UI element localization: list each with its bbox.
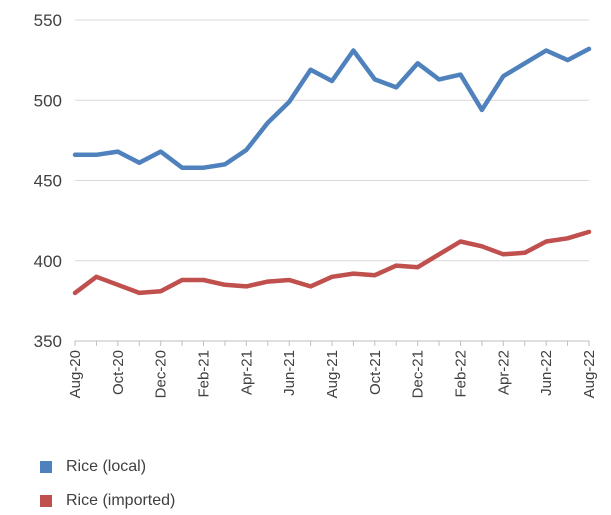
y-tick-label: 550 <box>34 11 62 30</box>
legend-label-imported: Rice (imported) <box>66 492 176 509</box>
x-tick-label: Dec-20 <box>153 350 170 398</box>
y-axis-ticks: 350 400 450 500 550 <box>34 11 62 351</box>
legend-label-local: Rice (local) <box>66 458 147 475</box>
legend: Rice (local) Rice (imported) <box>40 457 175 511</box>
x-tick-label: Dec-21 <box>410 350 427 398</box>
x-tick-label: Oct-20 <box>110 350 127 395</box>
line-chart: 350 400 450 500 550 Aug-20 Oct-20 Dec-20 Feb-21… <box>34 11 598 398</box>
y-tick-label: 500 <box>34 91 62 110</box>
series-line-rice-imported <box>72 229 592 296</box>
gridlines <box>75 19 589 262</box>
x-tick-label: Aug-22 <box>581 350 598 398</box>
x-tick-label: Feb-21 <box>196 350 213 398</box>
x-tick-label: Jun-22 <box>538 350 555 396</box>
y-tick-label: 400 <box>34 252 62 271</box>
x-tick-label: Aug-21 <box>324 350 341 398</box>
legend-swatch-imported <box>40 495 52 507</box>
series-line-rice-local <box>72 46 592 170</box>
series-lines <box>72 46 592 296</box>
x-tick-label: Apr-21 <box>238 350 255 395</box>
x-tick-label: Jun-21 <box>281 350 298 396</box>
x-tick-label: Aug-20 <box>67 350 84 398</box>
x-tick-label: Oct-21 <box>367 350 384 395</box>
x-axis-ticks: Aug-20 Oct-20 Dec-20 Feb-21 Apr-21 Jun-21 Aug-… <box>67 350 598 398</box>
x-tick-label: Apr-22 <box>495 350 512 395</box>
legend-item-local: Rice (local) <box>40 457 175 477</box>
legend-swatch-local <box>40 461 52 473</box>
y-tick-label: 450 <box>34 172 62 191</box>
legend-item-imported: Rice (imported) <box>40 491 175 511</box>
x-tick-label: Feb-22 <box>453 350 470 398</box>
y-tick-label: 350 <box>34 332 62 351</box>
x-axis <box>74 340 590 346</box>
